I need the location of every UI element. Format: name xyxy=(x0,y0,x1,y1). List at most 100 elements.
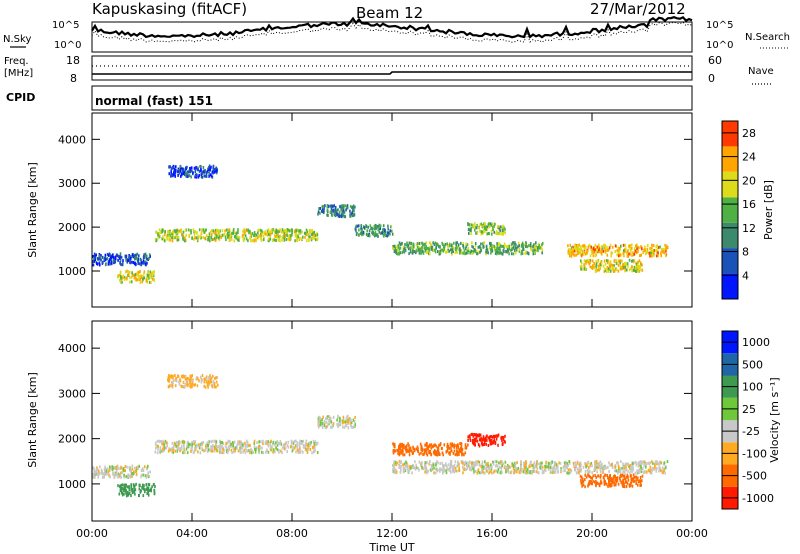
range-cell xyxy=(352,204,355,208)
range-cell xyxy=(323,209,325,213)
range-cell xyxy=(270,448,273,452)
range-cell xyxy=(308,441,311,445)
range-cell xyxy=(636,264,639,268)
range-cell xyxy=(483,224,485,228)
range-cell xyxy=(452,246,454,250)
range-cell xyxy=(302,445,305,449)
range-cell xyxy=(519,468,522,472)
range-cell xyxy=(239,451,242,454)
range-cell xyxy=(549,465,552,469)
range-cell xyxy=(125,491,127,495)
range-cell xyxy=(128,258,131,262)
range-cell xyxy=(202,166,205,169)
range-cell xyxy=(484,439,486,443)
range-cell xyxy=(264,230,266,234)
range-cell xyxy=(333,212,336,216)
range-cell xyxy=(140,473,143,477)
range-cell xyxy=(261,446,263,450)
range-cell xyxy=(459,251,461,255)
range-cell xyxy=(607,475,609,479)
range-cell xyxy=(624,250,626,254)
range-cell xyxy=(129,280,131,284)
range-cell xyxy=(590,482,593,486)
range-cell xyxy=(389,229,392,233)
range-cell xyxy=(635,482,637,485)
range-cell xyxy=(599,266,602,270)
range-cell xyxy=(616,471,619,475)
range-cell xyxy=(253,439,256,443)
range-cell xyxy=(484,436,487,440)
range-cell xyxy=(464,460,467,464)
range-cell xyxy=(309,229,312,233)
range-cell xyxy=(643,460,646,464)
range-cell xyxy=(524,464,526,468)
range-cell xyxy=(243,230,246,234)
range-cell xyxy=(637,461,639,465)
range-cell xyxy=(178,443,180,446)
range-cell xyxy=(221,229,224,233)
range-cell xyxy=(231,450,233,454)
range-cell xyxy=(208,383,211,387)
range-cell xyxy=(363,226,366,230)
range-cell xyxy=(283,238,286,242)
range-cell xyxy=(473,222,476,226)
range-cell xyxy=(156,451,159,455)
range-cell xyxy=(511,462,513,466)
range-cell xyxy=(628,464,630,468)
range-cell xyxy=(371,231,373,235)
range-cell xyxy=(339,205,342,209)
range-cell xyxy=(316,233,319,237)
range-cell xyxy=(405,460,407,464)
range-cell xyxy=(245,444,247,447)
range-cell xyxy=(245,449,248,453)
range-cell xyxy=(641,462,643,466)
range-cell xyxy=(463,463,466,467)
range-cell xyxy=(474,463,477,467)
range-cell xyxy=(404,467,406,471)
range-cell xyxy=(146,492,148,495)
range-cell xyxy=(246,449,249,453)
range-cell xyxy=(122,274,124,278)
range-cell xyxy=(492,460,494,464)
range-cell xyxy=(101,475,104,479)
colorbar-segment xyxy=(722,146,738,172)
range-cell xyxy=(157,236,160,240)
range-cell xyxy=(521,467,523,471)
range-cell xyxy=(581,265,583,269)
range-cell xyxy=(408,252,410,256)
range-cell xyxy=(232,441,234,445)
range-cell xyxy=(450,251,453,255)
range-cell xyxy=(349,212,352,216)
range-cell xyxy=(342,425,344,429)
range-cell xyxy=(215,376,217,380)
range-cell xyxy=(471,244,473,248)
range-cell xyxy=(645,465,647,469)
range-cell xyxy=(514,246,517,250)
range-cell xyxy=(140,274,142,278)
range-cell xyxy=(180,228,183,232)
range-cell xyxy=(524,245,527,248)
range-cell xyxy=(281,228,284,232)
range-cell xyxy=(404,469,407,473)
range-cell xyxy=(295,450,297,454)
range-cell xyxy=(530,470,533,474)
range-cell xyxy=(394,471,396,475)
y-tick-label: 2000 xyxy=(58,433,86,446)
range-cell xyxy=(437,244,440,248)
range-cell xyxy=(312,445,314,449)
range-cell xyxy=(209,378,212,382)
range-cell xyxy=(580,467,582,471)
range-cell xyxy=(499,244,502,248)
range-cell xyxy=(344,420,347,424)
range-cell xyxy=(537,246,539,250)
range-cell xyxy=(608,482,611,486)
range-cell xyxy=(134,261,136,265)
range-cell xyxy=(541,461,543,465)
range-cell xyxy=(574,246,576,250)
range-cell xyxy=(471,441,474,445)
range-cell xyxy=(176,440,178,444)
range-cell xyxy=(573,464,575,468)
range-cell xyxy=(392,466,395,470)
range-cell xyxy=(423,450,426,454)
range-cell xyxy=(172,374,174,378)
